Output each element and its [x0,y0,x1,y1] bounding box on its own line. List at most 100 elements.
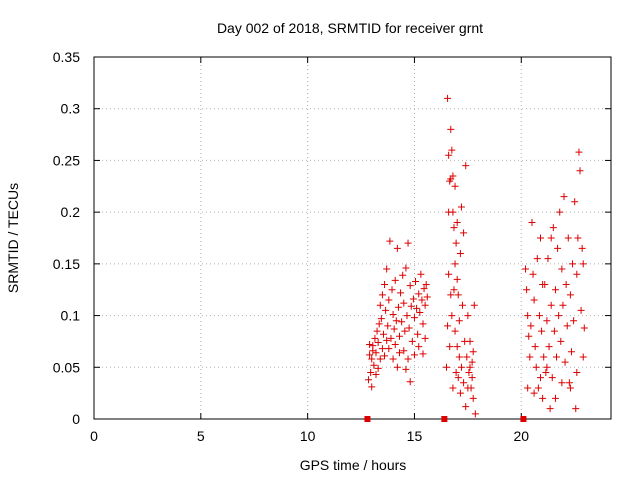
data-point-plus [471,410,479,418]
data-point-plus [464,384,472,392]
data-point-plus [394,303,402,311]
data-point-plus [530,389,538,397]
data-point-plus [530,296,538,304]
data-point-plus [406,282,414,290]
data-point-plus [558,379,566,387]
data-point-plus [550,327,558,335]
data-point-plus [559,301,567,309]
data-point-plus [448,312,456,320]
plot-frame [93,56,612,420]
data-point-plus [450,224,458,232]
data-point-plus [527,322,535,330]
data-point-plus [391,341,399,349]
data-point-plus [365,376,373,384]
data-point-plus [555,312,563,320]
data-point-plus [468,374,476,382]
y-tick-label: 0 [72,411,80,427]
data-point-plus [368,383,376,391]
data-point-plus [410,351,418,359]
data-point-plus [469,394,477,402]
data-point-plus [381,281,389,289]
data-point-plus [419,350,427,358]
zero-markers [364,416,527,422]
data-point-plus [399,271,407,279]
x-tick-label: 10 [300,428,316,444]
data-point-plus [573,270,581,278]
y-tick-label: 0.1 [61,308,81,324]
data-point-plus [539,394,547,402]
data-point-plus [554,244,562,252]
data-point-plus [393,363,401,371]
data-point-plus [374,338,382,346]
data-point-plus [368,355,376,363]
data-point-plus [529,270,537,278]
data-point-plus [375,320,383,328]
data-point-plus [406,378,414,386]
data-point-plus [446,343,454,351]
data-point-plus [542,368,550,376]
data-point-plus [401,327,409,335]
x-tick-label: 20 [513,428,529,444]
data-point-plus [415,343,423,351]
axis-ticks [93,56,611,420]
data-point-plus [369,347,377,355]
data-point-plus [396,332,403,340]
data-point-plus [404,355,412,363]
data-point-plus [383,336,391,344]
data-point-plus [538,327,546,335]
data-point-plus [373,327,381,335]
data-point-plus [454,291,462,299]
data-point-plus [579,260,587,268]
data-point-plus [444,322,452,330]
data-point-plus [549,224,557,232]
data-point-plus [385,296,393,304]
data-point-plus [540,353,548,361]
x-tick-label: 5 [197,428,205,444]
data-point-plus [402,264,410,272]
data-point-plus [531,343,539,351]
x-tick-label: 0 [90,428,98,444]
y-tick-label: 0.25 [53,152,80,168]
data-point-plus [418,296,426,304]
data-point-plus [447,125,455,133]
data-point-plus [376,355,384,363]
data-point-plus [366,341,374,349]
data-point-plus [392,317,400,325]
data-point-plus [422,281,430,289]
data-point-plus [570,317,578,325]
data-point-plus [463,353,471,361]
data-point-plus [460,229,468,237]
data-point-plus [453,343,461,351]
data-point-plus [564,234,572,242]
data-point-plus [450,286,458,294]
data-point-plus [378,291,386,299]
data-point-plus [416,308,424,316]
data-point-plus [523,286,531,294]
data-point-plus [398,318,406,326]
data-point-plus [571,198,579,206]
chart-title: Day 002 of 2018, SRMTID for receiver grn… [217,20,483,36]
data-point-plus [556,208,564,216]
data-point-plus [445,208,453,216]
y-tick-labels: 0 0.05 0.1 0.15 0.2 0.25 0.3 0.35 [53,49,80,427]
data-point-plus [389,355,397,363]
data-point-plus [579,353,587,361]
data-point-plus [448,146,456,154]
data-point-plus [381,352,389,360]
data-point-plus [410,314,418,322]
data-point-plus [462,162,470,170]
data-point-plus [462,403,470,411]
y-tick-label: 0.15 [53,256,80,272]
data-point-plus [525,332,533,340]
data-point-plus [453,218,461,226]
data-point-plus [443,363,450,371]
data-point-plus [456,389,464,397]
data-point-plus [374,364,382,372]
data-point-plus [557,337,565,345]
data-point-plus [390,325,398,333]
data-point-plus [553,353,561,361]
data-point-plus [580,324,588,332]
data-point-plus [396,349,403,357]
zero-marker [520,416,527,422]
data-point-plus [400,347,408,355]
